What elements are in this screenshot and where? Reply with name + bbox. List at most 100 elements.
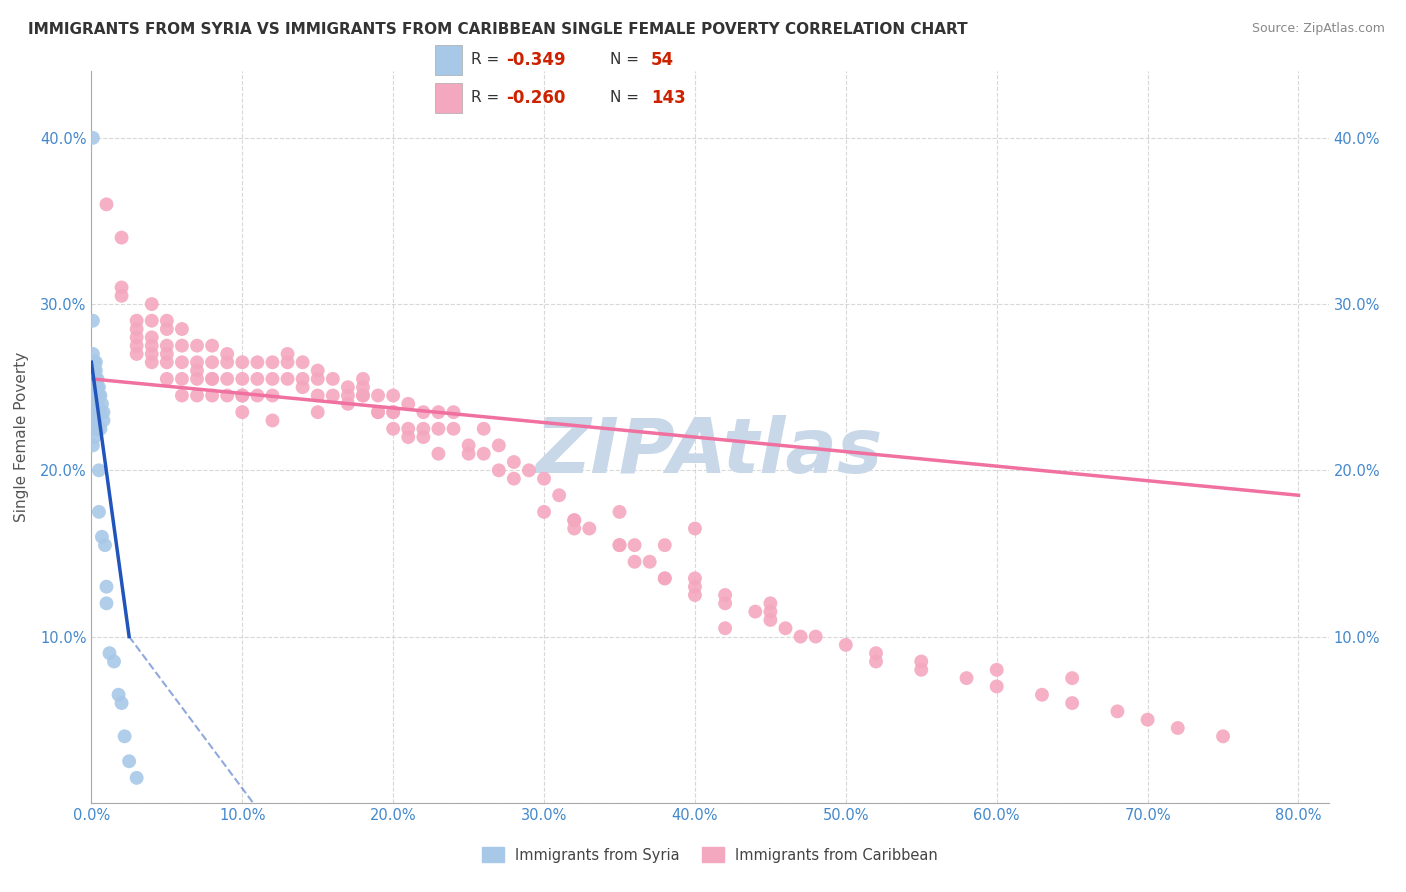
Point <box>84 363 107 377</box>
Point <box>156 338 179 352</box>
Point <box>246 372 269 386</box>
Point <box>307 372 329 386</box>
Point <box>186 388 208 402</box>
Point <box>156 322 179 336</box>
Point <box>86 405 108 419</box>
Point <box>86 380 108 394</box>
Point <box>83 372 105 386</box>
Point <box>82 388 104 402</box>
Point <box>277 347 299 361</box>
Point <box>396 422 419 436</box>
Point <box>714 588 737 602</box>
Point <box>91 530 114 544</box>
Point <box>141 355 163 369</box>
Point <box>231 388 253 402</box>
Point <box>107 688 129 702</box>
Point <box>654 538 676 552</box>
Point <box>488 463 510 477</box>
Point <box>336 397 359 411</box>
Point <box>1062 671 1084 685</box>
Point <box>96 596 118 610</box>
Point <box>396 397 419 411</box>
Point <box>141 338 163 352</box>
Point <box>82 131 104 145</box>
Point <box>156 355 179 369</box>
Point <box>472 447 495 461</box>
Point <box>562 521 585 535</box>
Point <box>110 696 132 710</box>
Point <box>110 289 132 303</box>
Point <box>382 405 405 419</box>
Point <box>262 372 284 386</box>
Point <box>517 463 540 477</box>
Text: ZIPAtlas: ZIPAtlas <box>536 415 884 489</box>
Point <box>86 372 108 386</box>
Point <box>83 388 105 402</box>
Point <box>118 754 141 768</box>
Point <box>217 355 239 369</box>
Point <box>262 413 284 427</box>
Point <box>367 388 389 402</box>
Point <box>382 405 405 419</box>
Point <box>336 388 359 402</box>
Point <box>367 405 389 419</box>
Point <box>82 355 104 369</box>
Point <box>609 538 631 552</box>
Point <box>201 372 224 386</box>
Point <box>141 314 163 328</box>
Point <box>352 380 374 394</box>
Point <box>87 463 110 477</box>
Point <box>307 405 329 419</box>
Point <box>83 405 105 419</box>
Point <box>93 413 115 427</box>
Point <box>352 388 374 402</box>
Point <box>322 372 344 386</box>
Point <box>277 355 299 369</box>
Point <box>84 355 107 369</box>
Point <box>609 505 631 519</box>
Point <box>93 405 115 419</box>
Point <box>322 388 344 402</box>
Point <box>83 363 105 377</box>
Point <box>217 388 239 402</box>
Text: N =: N = <box>610 90 644 105</box>
Point <box>291 380 314 394</box>
Point <box>775 621 797 635</box>
Point <box>125 330 148 344</box>
Point <box>1212 729 1234 743</box>
Point <box>412 430 434 444</box>
Point <box>910 655 932 669</box>
Point <box>141 347 163 361</box>
Point <box>231 355 253 369</box>
Point <box>548 488 571 502</box>
Point <box>83 413 105 427</box>
Point <box>472 422 495 436</box>
Point <box>83 397 105 411</box>
Point <box>89 405 111 419</box>
Point <box>114 729 136 743</box>
Point <box>82 314 104 328</box>
Point <box>759 605 782 619</box>
FancyBboxPatch shape <box>434 45 463 76</box>
Point <box>609 538 631 552</box>
Point <box>82 422 104 436</box>
Point <box>246 355 269 369</box>
Point <box>412 422 434 436</box>
Point <box>502 472 524 486</box>
Point <box>83 355 105 369</box>
Point <box>231 405 253 419</box>
Point <box>262 355 284 369</box>
Point <box>170 388 193 402</box>
Point <box>533 472 555 486</box>
Point <box>156 347 179 361</box>
Point <box>714 596 737 610</box>
Point <box>865 655 887 669</box>
Text: R =: R = <box>471 53 505 67</box>
Point <box>89 422 111 436</box>
Point <box>125 314 148 328</box>
Point <box>94 538 117 552</box>
Point <box>396 430 419 444</box>
Point <box>744 605 766 619</box>
Point <box>382 422 405 436</box>
Point <box>412 405 434 419</box>
